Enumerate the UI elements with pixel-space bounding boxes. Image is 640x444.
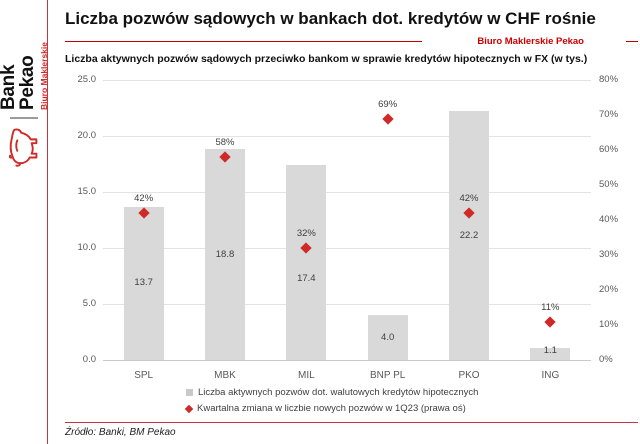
right-axis-tick-0%: 0% [599, 354, 613, 365]
bar-BNP PL [367, 315, 408, 360]
sidebar-separator-line [47, 0, 48, 444]
pct-value-SPL: 42% [134, 193, 154, 204]
gridline-0.0 [103, 360, 591, 361]
right-axis-tick-50%: 50% [599, 179, 619, 190]
byline: Biuro Maklerskie Pekao [477, 35, 584, 47]
bar-value-PKO: 22.2 [459, 229, 479, 241]
x-axis-label-ING: ING [541, 370, 560, 381]
legend-label-diamonds: Kwartalna zmiana w liczbie nowych pozwów… [197, 403, 466, 414]
gridline-15.0 [103, 192, 591, 193]
left-axis-tick-0.0: 0.0 [82, 354, 96, 365]
x-axis-label-PKO: PKO [458, 370, 480, 381]
gridline-10.0 [103, 248, 591, 249]
chart-title: Liczba aktywnych pozwów sądowych przeciw… [65, 53, 588, 65]
diamond-marker-BNP PL [381, 112, 394, 125]
bank-pekao-logo: Bank Pekao Biuro Maklerskie [0, 8, 49, 168]
bar-value-SPL: 13.7 [134, 277, 153, 289]
title-rule: Biuro Maklerskie Pekao [65, 34, 638, 48]
right-axis-tick-10%: 10% [599, 319, 619, 330]
bar-value-MBK: 18.8 [215, 248, 235, 260]
bar-value-BNP PL: 4.0 [381, 331, 395, 343]
legend-square-icon [186, 389, 193, 396]
pct-value-BNP PL: 69% [378, 98, 398, 110]
pct-value-MIL: 32% [296, 228, 316, 239]
right-axis-tick-20%: 20% [599, 284, 619, 295]
chart-legend: Liczba aktywnych pozwów dot. walutowych … [184, 386, 478, 415]
legend-diamond-icon [184, 404, 194, 413]
bar-SPL [123, 206, 164, 360]
page-title: Liczba pozwów sądowych w bankach dot. kr… [65, 9, 596, 28]
pct-value-MBK: 58% [215, 137, 235, 148]
bar-value-MIL: 17.4 [297, 272, 316, 284]
left-axis-tick-5.0: 5.0 [82, 298, 96, 309]
gridline-20.0 [103, 136, 591, 137]
left-axis-tick-15.0: 15.0 [77, 186, 97, 197]
right-axis-tick-40%: 40% [599, 214, 619, 225]
bar-value-ING: 1.1 [543, 344, 557, 356]
x-axis-label-MBK: MBK [214, 370, 236, 381]
bar-PKO [449, 111, 489, 360]
title-rule-right [626, 40, 638, 42]
bar-MBK [205, 149, 245, 360]
right-axis-tick-80%: 80% [599, 74, 619, 85]
right-axis-tick-70%: 70% [599, 109, 619, 120]
left-axis-tick-25.0: 25.0 [77, 74, 97, 85]
gridline-25.0 [103, 80, 591, 81]
pct-value-ING: 11% [541, 301, 560, 313]
sidebar-logo-area: Bank Pekao Biuro Maklerskie [0, 0, 49, 444]
title-rule-left [65, 40, 423, 42]
legend-item-bars: Liczba aktywnych pozwów dot. walutowych … [186, 386, 478, 399]
bar-MIL [286, 165, 327, 360]
diamond-marker-ING [544, 315, 556, 328]
footer-rule [65, 422, 638, 423]
x-axis-label-MIL: MIL [297, 370, 315, 381]
pct-value-PKO: 42% [459, 193, 479, 204]
right-axis-tick-60%: 60% [599, 144, 619, 155]
left-axis-tick-10.0: 10.0 [77, 242, 97, 253]
legend-label-bars: Liczba aktywnych pozwów dot. walutowych … [198, 387, 479, 398]
gridline-5.0 [103, 304, 591, 305]
legend-item-diamonds: Kwartalna zmiana w liczbie nowych pozwów… [184, 402, 478, 415]
bison-icon [8, 128, 38, 167]
x-axis-label-BNP PL: BNP PL [369, 370, 406, 381]
right-axis-tick-30%: 30% [599, 249, 619, 260]
x-axis-label-SPL: SPL [134, 370, 154, 381]
left-axis-tick-20.0: 20.0 [77, 130, 97, 141]
bar-ING [530, 347, 571, 360]
source-note: Źródło: Banki, BM Pekao [65, 427, 176, 438]
